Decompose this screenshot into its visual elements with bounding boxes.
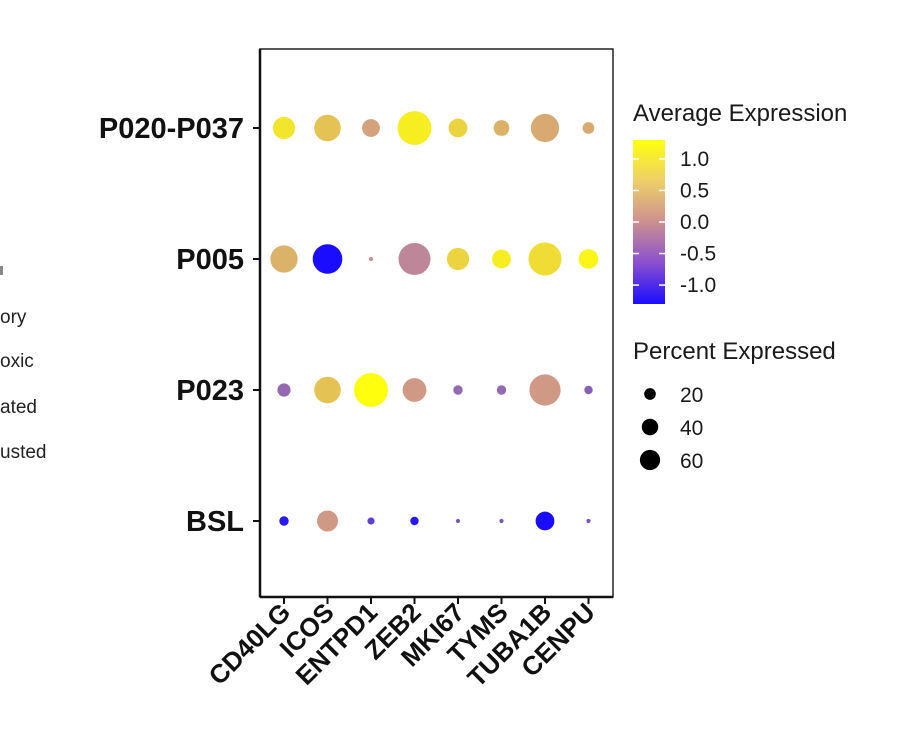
dot-bsl-icos: [317, 510, 338, 532]
dot-p005-tyms: [492, 249, 511, 269]
color-tick-label-3: -0.5: [680, 243, 716, 266]
dot-p023-tuba1b: [529, 374, 561, 406]
left-fragment-mark: [0, 266, 3, 275]
dot-p005-cd40lg: [270, 245, 298, 273]
size-legend-items: 20 40 60: [639, 384, 703, 473]
dot-p020-p037-cd40lg: [272, 116, 296, 140]
dot-p023-cd40lg: [277, 383, 291, 397]
size-legend-dot-40: [641, 418, 659, 436]
size-legend-label-60: 60: [680, 450, 703, 473]
dot-bsl-cd40lg: [279, 516, 289, 526]
size-legend-label-20: 20: [680, 384, 703, 407]
dot-p023-mki67: [453, 385, 463, 395]
dot-bsl-zeb2: [410, 516, 419, 526]
left-fragment-3: ated: [0, 397, 37, 418]
dot-p005-icos: [312, 244, 343, 274]
y-label-p023: P023: [176, 375, 244, 407]
dot-p023-zeb2: [402, 378, 427, 402]
dot-bsl-mki67: [455, 518, 461, 524]
dot-p023-entpd1: [354, 373, 388, 407]
dot-p020-p037-mki67: [448, 118, 468, 138]
dot-p020-p037-cenpu: [582, 122, 595, 134]
left-fragment-1: ory: [0, 307, 27, 328]
size-legend-label-40: 40: [680, 417, 703, 440]
dot-p020-p037-entpd1: [362, 119, 380, 137]
color-legend-title: Average Expression: [633, 100, 847, 127]
dot-bsl-entpd1: [367, 517, 375, 525]
dot-p005-mki67: [446, 247, 470, 271]
dot-p023-tyms: [496, 385, 507, 395]
color-legend-ticks: 1.0 0.5 0.0 -0.5 -1.0: [633, 148, 716, 297]
dot-p005-tuba1b: [528, 242, 562, 276]
dot-p005-entpd1: [368, 256, 374, 262]
color-tick-label-1: 0.5: [680, 179, 709, 202]
dot-layer: [270, 111, 599, 532]
y-label-p020-p037: P020-P037: [99, 113, 244, 145]
left-fragment-2: oxic: [0, 351, 34, 372]
plot-panel: [259, 48, 614, 598]
y-axis-ticks: P020-P037 P005 P023 BSL: [99, 113, 260, 538]
color-tick-label-2: 0.0: [680, 211, 709, 234]
dot-bsl-tyms: [499, 518, 504, 524]
color-tick-label-0: 1.0: [680, 148, 709, 171]
size-legend-dot-60: [639, 449, 661, 471]
size-legend-title: Percent Expressed: [633, 338, 836, 365]
dot-p005-zeb2: [398, 243, 431, 275]
color-legend: Average Expression 1.0 0.5 0.0 -0.5 -1.0: [633, 100, 847, 304]
dot-p020-p037-icos: [314, 114, 341, 142]
dot-p020-p037-tyms: [493, 120, 510, 136]
size-legend: Percent Expressed 20 40 60: [633, 338, 836, 473]
dot-p005-cenpu: [578, 249, 599, 269]
dot-p023-icos: [314, 376, 341, 404]
dot-p020-p037-tuba1b: [530, 113, 560, 143]
size-legend-dot-20: [644, 388, 656, 400]
left-legend-fragments: ory oxic ated usted: [0, 266, 46, 463]
color-tick-label-4: -1.0: [680, 274, 716, 297]
dot-p020-p037-zeb2: [397, 111, 432, 145]
dot-bsl-tuba1b: [535, 511, 555, 531]
y-label-bsl: BSL: [186, 506, 244, 538]
dot-p023-cenpu: [584, 385, 593, 395]
y-label-p005: P005: [176, 244, 244, 276]
left-fragment-4: usted: [0, 442, 46, 463]
dot-bsl-cenpu: [586, 518, 591, 524]
